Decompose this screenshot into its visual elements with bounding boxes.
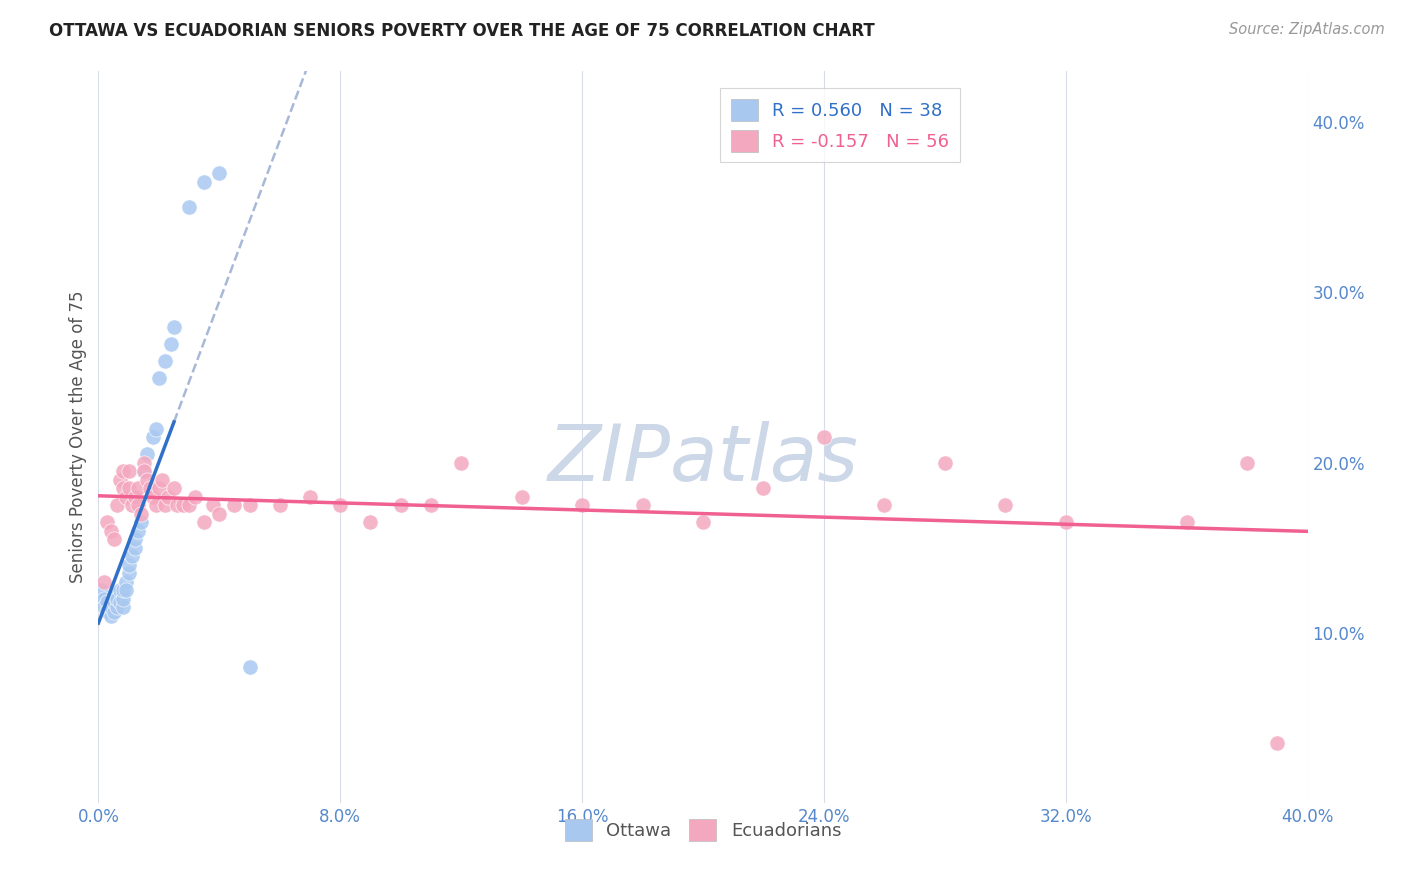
Point xyxy=(114,583,136,598)
Point xyxy=(184,490,207,504)
Point xyxy=(145,421,167,435)
Point xyxy=(163,319,186,334)
Point xyxy=(132,464,155,478)
Text: OTTAWA VS ECUADORIAN SENIORS POVERTY OVER THE AGE OF 75 CORRELATION CHART: OTTAWA VS ECUADORIAN SENIORS POVERTY OVE… xyxy=(49,22,875,40)
Point xyxy=(179,498,201,512)
Point xyxy=(96,595,118,609)
Point xyxy=(108,583,131,598)
Point xyxy=(90,583,112,598)
Point xyxy=(360,515,382,529)
Point xyxy=(145,498,167,512)
Point xyxy=(172,498,194,512)
Point xyxy=(127,481,149,495)
Point xyxy=(111,583,134,598)
Point xyxy=(631,498,654,512)
Point xyxy=(129,515,152,529)
Point xyxy=(127,498,149,512)
Point xyxy=(111,600,134,615)
Point xyxy=(108,473,131,487)
Point xyxy=(105,591,128,606)
Point xyxy=(153,353,176,368)
Point xyxy=(269,498,291,512)
Point xyxy=(153,498,176,512)
Point xyxy=(114,574,136,589)
Point xyxy=(135,473,157,487)
Point xyxy=(873,498,896,512)
Point xyxy=(111,591,134,606)
Point xyxy=(166,498,188,512)
Point xyxy=(96,515,118,529)
Point xyxy=(135,447,157,461)
Point xyxy=(96,604,118,618)
Point xyxy=(103,605,125,619)
Point xyxy=(121,549,143,563)
Point xyxy=(934,456,956,470)
Point xyxy=(142,490,165,504)
Point xyxy=(108,595,131,609)
Point xyxy=(148,370,170,384)
Point xyxy=(193,175,215,189)
Point xyxy=(193,515,215,529)
Point xyxy=(118,566,141,581)
Point xyxy=(114,490,136,504)
Point xyxy=(299,490,322,504)
Legend: Ottawa, Ecuadorians: Ottawa, Ecuadorians xyxy=(557,812,849,848)
Point xyxy=(813,430,835,444)
Point xyxy=(105,498,128,512)
Point xyxy=(752,481,775,495)
Point xyxy=(100,600,122,615)
Point xyxy=(93,574,115,589)
Point xyxy=(179,201,201,215)
Point xyxy=(105,600,128,615)
Point xyxy=(124,490,146,504)
Point xyxy=(111,464,134,478)
Point xyxy=(692,515,714,529)
Point xyxy=(132,456,155,470)
Y-axis label: Seniors Poverty Over the Age of 75: Seniors Poverty Over the Age of 75 xyxy=(69,291,87,583)
Text: Source: ZipAtlas.com: Source: ZipAtlas.com xyxy=(1229,22,1385,37)
Point xyxy=(139,481,162,495)
Point xyxy=(202,498,225,512)
Point xyxy=(571,498,593,512)
Point xyxy=(150,473,173,487)
Point xyxy=(118,558,141,572)
Point xyxy=(118,481,141,495)
Point xyxy=(163,481,186,495)
Point xyxy=(420,498,443,512)
Point xyxy=(148,481,170,495)
Point xyxy=(103,532,125,546)
Point xyxy=(103,588,125,602)
Point xyxy=(132,464,155,478)
Point xyxy=(93,600,115,615)
Point xyxy=(100,524,122,538)
Point xyxy=(994,498,1017,512)
Point xyxy=(121,498,143,512)
Point xyxy=(1054,515,1077,529)
Point xyxy=(208,507,231,521)
Point xyxy=(118,464,141,478)
Point xyxy=(124,532,146,546)
Point xyxy=(160,336,183,351)
Point xyxy=(1236,456,1258,470)
Text: ZIPatlas: ZIPatlas xyxy=(547,421,859,497)
Point xyxy=(224,498,246,512)
Point xyxy=(239,498,262,512)
Point xyxy=(124,541,146,555)
Point xyxy=(156,490,179,504)
Point xyxy=(450,456,472,470)
Point xyxy=(111,481,134,495)
Point xyxy=(93,591,115,606)
Point xyxy=(1175,515,1198,529)
Point xyxy=(389,498,412,512)
Point xyxy=(100,608,122,623)
Point xyxy=(129,507,152,521)
Point xyxy=(208,166,231,180)
Point xyxy=(510,490,533,504)
Point xyxy=(127,524,149,538)
Point xyxy=(103,595,125,609)
Point xyxy=(329,498,352,512)
Point xyxy=(142,430,165,444)
Point xyxy=(239,659,262,673)
Point xyxy=(1267,736,1289,750)
